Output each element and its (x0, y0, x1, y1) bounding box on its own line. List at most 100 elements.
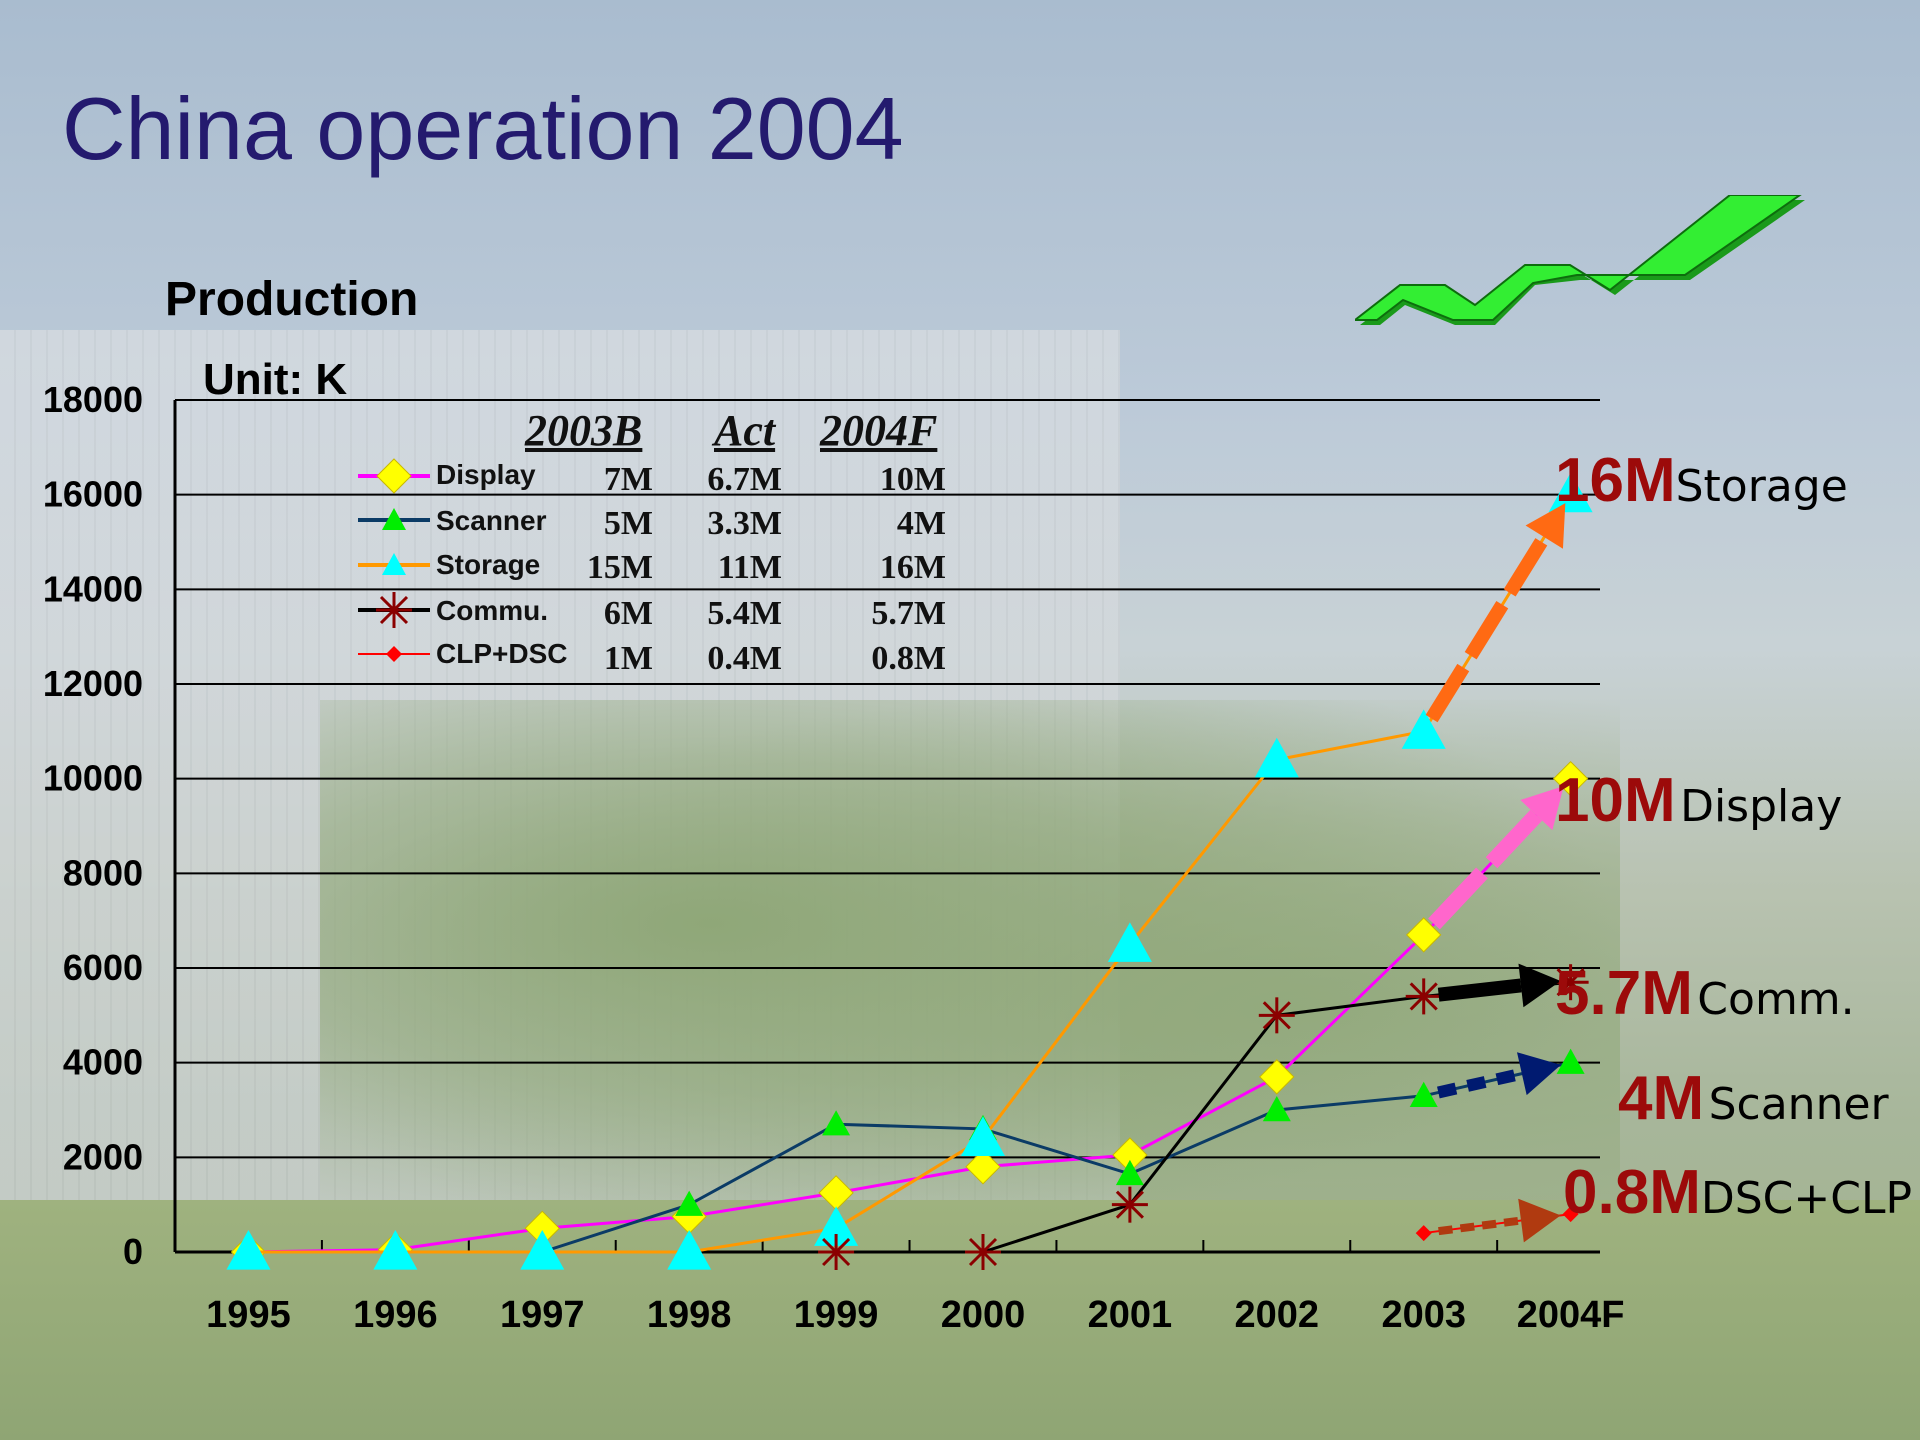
data-point-storage (1401, 709, 1446, 749)
callout-label: DSC+CLP (1700, 1173, 1913, 1224)
table-cell: 4M (896, 505, 946, 542)
y-tick-label: 6000 (63, 947, 143, 988)
callout-display: 10M Display (1555, 765, 1842, 836)
growth-arrow-logo-icon (1355, 195, 1805, 325)
forecast-arrow-scanner-head (1517, 1052, 1561, 1096)
data-point-storage (1107, 922, 1152, 962)
data-point-scanner (1556, 1048, 1585, 1074)
callout-storage: 16MStorage (1555, 445, 1848, 516)
data-point-storage (960, 1116, 1005, 1156)
data-point-storage (520, 1230, 565, 1270)
data-point-display (965, 1149, 1001, 1185)
forecast-arrow-scanner (1437, 1067, 1524, 1099)
y-tick-label: 2000 (63, 1136, 143, 1177)
callout-value: 5.7M (1555, 959, 1693, 1028)
table-header-2003b: 2003B (525, 406, 643, 455)
callout-label: Comm. (1697, 974, 1855, 1025)
legend-marker-clp-dsc (386, 646, 402, 662)
y-tick-label: 12000 (43, 663, 143, 704)
y-tick-label: 14000 (43, 568, 143, 609)
callout-dsc-clp: 0.8MDSC+CLP (1563, 1157, 1912, 1228)
table-cell: 16M (879, 549, 946, 586)
table-cell: 10M (879, 461, 946, 498)
series-line-display (248, 777, 1572, 1254)
series-line-storage (248, 493, 1572, 1254)
table-cell: 5M (603, 505, 653, 542)
background-lawn (0, 1200, 1920, 1440)
forecast-arrow-display (1428, 809, 1543, 930)
data-point-commu (1111, 1186, 1148, 1223)
data-point-clp-dsc (1415, 1225, 1432, 1242)
slide-title: China operation 2004 (62, 79, 904, 178)
data-point-scanner (1115, 1159, 1144, 1186)
y-tick-label: 0 (123, 1231, 143, 1272)
y-tick-label: 8000 (63, 852, 143, 893)
legend-marker-scanner (382, 508, 406, 530)
table-cell: 15M (586, 549, 653, 586)
unit-label: Unit: K (203, 355, 348, 404)
data-point-clp-dsc (1562, 1206, 1579, 1223)
x-tick-label: 2004F (1517, 1294, 1625, 1336)
x-tick-label: 1995 (206, 1294, 291, 1336)
x-tick-label: 2002 (1235, 1294, 1320, 1336)
table-cell: 5.4M (707, 595, 782, 632)
data-point-storage (226, 1230, 271, 1270)
forecast-arrow-storage (1425, 533, 1551, 723)
data-point-storage (1254, 737, 1299, 778)
x-tick-label: 2000 (941, 1294, 1026, 1336)
legend-label-storage: Storage (436, 549, 541, 580)
forecast-arrow-comm-head (1518, 963, 1561, 1008)
chart-title: Production (165, 273, 419, 326)
forecast-arrow-comm (1437, 978, 1522, 1002)
callout-value: 16M (1555, 446, 1676, 515)
data-point-scanner (822, 1110, 851, 1136)
forecast-arrow-storage-head (1525, 503, 1566, 549)
callout-value: 10M (1555, 766, 1676, 835)
callout-label: Storage (1675, 461, 1848, 512)
callout-comm: 5.7M Comm. (1555, 958, 1855, 1029)
forecast-arrow-display-head (1520, 785, 1564, 831)
data-point-storage (814, 1206, 859, 1246)
data-point-scanner (1409, 1081, 1438, 1107)
x-tick-label: 2001 (1088, 1294, 1173, 1336)
table-cell: 7M (603, 461, 653, 498)
data-point-display (818, 1175, 854, 1211)
table-cell: 6M (603, 595, 653, 632)
table-cell: 11M (717, 549, 782, 586)
table-header-2004f: 2004F (820, 406, 938, 455)
data-point-commu (964, 1234, 1001, 1270)
forecast-arrow-dsc-clp (1438, 1216, 1522, 1236)
data-point-commu (818, 1234, 855, 1270)
data-point-storage (1548, 472, 1593, 513)
data-point-scanner (1262, 1096, 1291, 1122)
data-point-display (1259, 1059, 1295, 1095)
y-tick-label: 4000 (63, 1042, 143, 1083)
data-point-display (1406, 917, 1442, 953)
callout-value: 4M (1618, 1064, 1705, 1133)
callout-label: Scanner (1708, 1079, 1889, 1130)
table-cell: 0.8M (871, 640, 946, 677)
x-tick-label: 1998 (647, 1294, 732, 1336)
x-tick-label: 1996 (353, 1294, 438, 1336)
table-cell: 3.3M (707, 505, 782, 542)
legend-label-display: Display (436, 459, 536, 490)
legend-label-clp-dsc: CLP+DSC (436, 638, 568, 669)
legend-marker-commu (376, 592, 412, 628)
y-tick-label: 16000 (43, 474, 143, 515)
callout-scanner: 4M Scanner (1618, 1063, 1889, 1134)
x-tick-label: 2003 (1381, 1294, 1466, 1336)
forecast-arrow-dsc-clp-head (1518, 1198, 1561, 1243)
legend-marker-storage (382, 553, 406, 575)
callout-value: 0.8M (1563, 1158, 1701, 1227)
y-tick-label: 10000 (43, 758, 143, 799)
y-tick-label: 18000 (43, 379, 143, 420)
table-header-act: Act (714, 406, 776, 455)
legend-label-scanner: Scanner (436, 505, 547, 536)
data-point-commu (1258, 997, 1295, 1034)
callout-label: Display (1680, 781, 1843, 832)
data-point-commu (1405, 978, 1442, 1015)
legend-marker-display (376, 458, 412, 494)
table-cell: 0.4M (707, 640, 782, 677)
